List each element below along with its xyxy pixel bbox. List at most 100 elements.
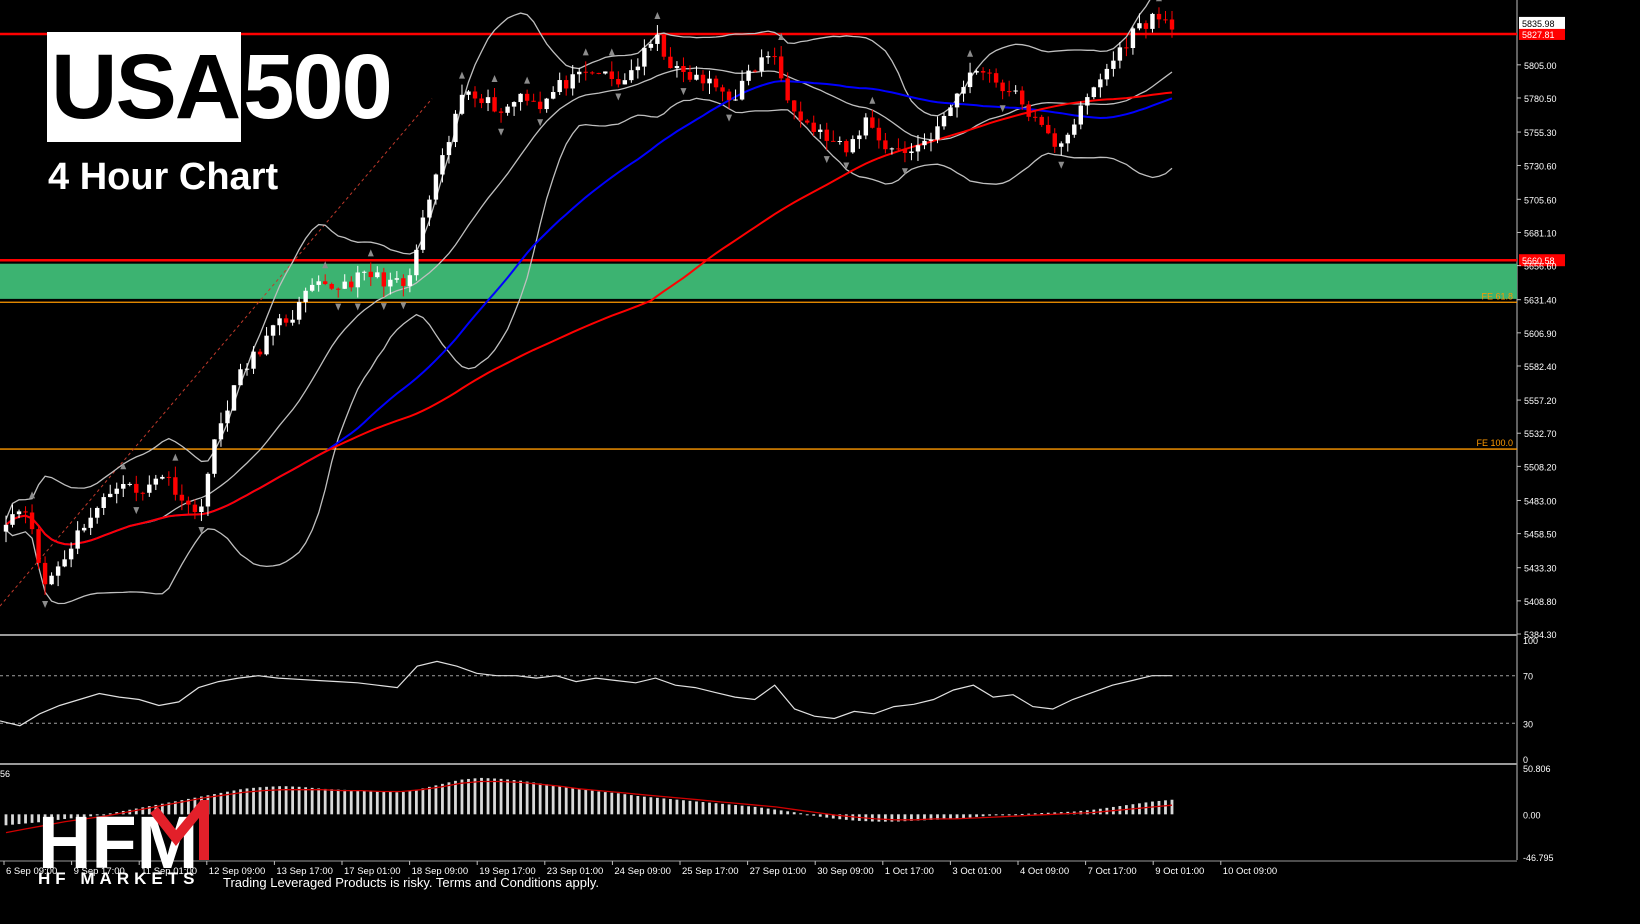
candle xyxy=(160,476,165,479)
logo-subtitle: HF MARKETS xyxy=(38,869,200,888)
macd-bar xyxy=(890,814,894,822)
moving-average-slow xyxy=(5,91,1173,546)
macd-bar xyxy=(193,797,197,815)
candle xyxy=(700,74,706,84)
candle xyxy=(1163,19,1168,21)
price-tick-label: 5681.10 xyxy=(1524,228,1557,238)
fractal-down-icon xyxy=(198,527,205,535)
rsi-tick-label: 70 xyxy=(1523,672,1533,682)
candle xyxy=(954,93,960,108)
candle xyxy=(427,199,432,218)
macd-bar xyxy=(480,777,483,815)
candle xyxy=(831,140,836,142)
candle xyxy=(1013,90,1018,92)
macd-bar xyxy=(805,814,809,816)
macd-bar xyxy=(506,779,509,815)
macd-bar xyxy=(603,792,607,815)
fractal-down-icon xyxy=(726,114,733,122)
macd-bar xyxy=(936,814,939,820)
candle xyxy=(68,548,74,560)
fractal-down-icon xyxy=(335,303,342,311)
fractal-down-icon xyxy=(843,162,850,170)
candle xyxy=(642,47,647,67)
macd-bar xyxy=(590,790,594,815)
macd-bar xyxy=(428,786,431,815)
price-tick-label: 5433.30 xyxy=(1524,564,1557,574)
candle xyxy=(531,100,536,102)
macd-bar xyxy=(610,792,614,815)
time-tick-label: 25 Sep 17:00 xyxy=(682,866,739,877)
candle xyxy=(277,318,282,326)
candle xyxy=(153,478,159,485)
candle xyxy=(1124,47,1129,49)
macd-bar xyxy=(473,778,477,815)
candle xyxy=(746,70,751,81)
macd-bar xyxy=(942,814,946,820)
candle xyxy=(629,70,634,81)
candle xyxy=(238,369,243,386)
candle xyxy=(772,56,777,58)
macd-bar xyxy=(50,814,53,821)
macd-bar xyxy=(1040,813,1044,815)
price-tick-label: 5730.60 xyxy=(1524,161,1557,171)
price-tick-label: 5656.60 xyxy=(1524,262,1557,272)
macd-bar xyxy=(1001,814,1005,816)
macd-bar xyxy=(923,814,926,821)
level-price-label: 5827.81 xyxy=(1522,30,1555,40)
macd-bar xyxy=(799,813,803,815)
candle xyxy=(140,492,145,494)
candle xyxy=(355,272,360,288)
macd-bar xyxy=(382,791,386,815)
candle xyxy=(922,140,927,146)
fractal-down-icon xyxy=(1058,161,1065,169)
candle xyxy=(765,56,771,58)
macd-bar xyxy=(226,791,229,815)
macd-bar xyxy=(910,814,913,821)
macd-bar xyxy=(1020,813,1024,815)
candle xyxy=(1137,23,1142,29)
macd-bar xyxy=(323,788,327,815)
candle xyxy=(778,56,784,79)
macd-bar xyxy=(669,799,672,815)
support-zone xyxy=(0,263,1517,299)
fractal-up-icon xyxy=(869,96,876,104)
macd-bar xyxy=(388,791,392,815)
candle xyxy=(824,129,829,141)
macd-bar xyxy=(682,800,685,815)
candle xyxy=(505,106,510,113)
macd-bar xyxy=(662,798,666,815)
macd-bar xyxy=(258,787,262,815)
candle xyxy=(805,120,810,123)
candle xyxy=(446,142,452,156)
candle xyxy=(726,91,732,100)
candle xyxy=(322,281,328,284)
price-tick-label: 5631.40 xyxy=(1524,296,1557,306)
chart-timeframe: 4 Hour Chart xyxy=(48,156,279,198)
fractal-down-icon xyxy=(680,88,687,96)
macd-bar xyxy=(95,814,99,816)
macd-bar xyxy=(740,805,744,815)
candle xyxy=(687,71,693,80)
candle xyxy=(270,325,276,336)
macd-bar xyxy=(317,788,321,815)
macd-bar xyxy=(525,781,529,815)
macd-bar xyxy=(434,785,438,815)
fractal-down-icon xyxy=(823,156,830,164)
candle xyxy=(179,494,185,501)
fractal-up-icon xyxy=(322,261,329,269)
macd-bar xyxy=(447,782,451,815)
fractal-down-icon xyxy=(498,128,505,136)
candle xyxy=(414,249,419,276)
candle xyxy=(1169,19,1175,30)
candle xyxy=(349,281,354,288)
candle xyxy=(759,57,764,71)
time-tick-label: 27 Sep 01:00 xyxy=(750,866,807,877)
macd-axis-fragment: 56 xyxy=(0,769,10,779)
candle xyxy=(785,78,790,101)
time-tick-label: 3 Oct 01:00 xyxy=(952,866,1001,877)
macd-bar xyxy=(30,814,34,823)
candle xyxy=(1052,133,1057,147)
time-tick-label: 6 Sep 09:00 xyxy=(6,866,57,877)
macd-bar xyxy=(1151,801,1154,815)
